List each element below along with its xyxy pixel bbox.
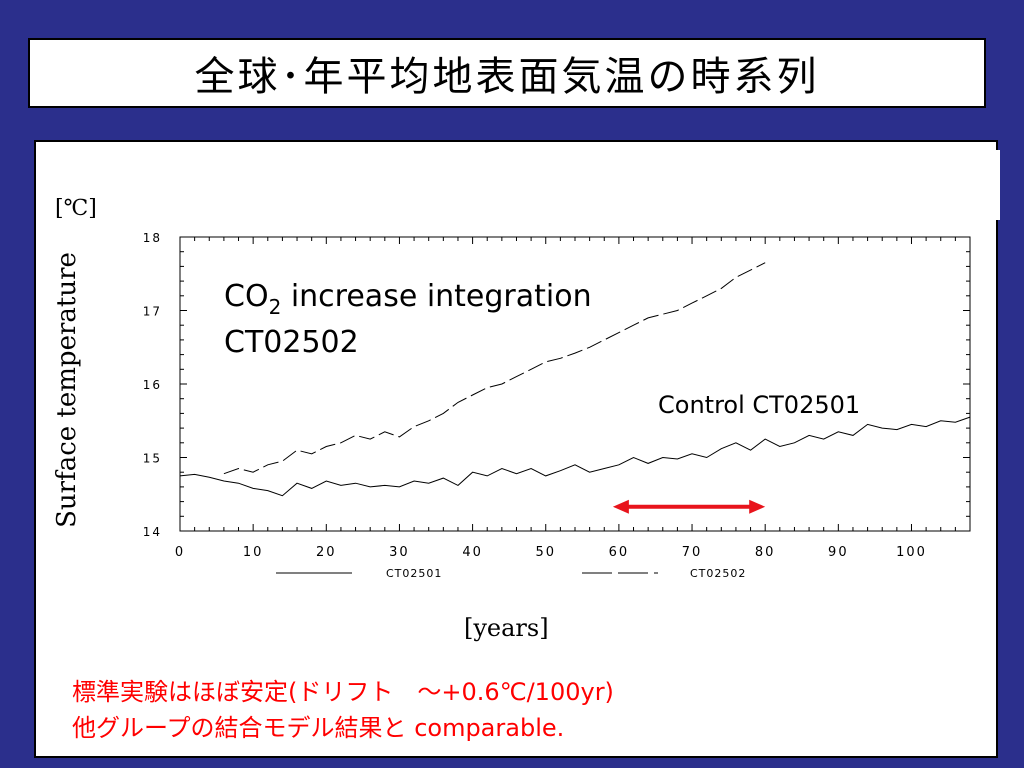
x-tick-label: 30 xyxy=(389,545,410,560)
legend-label-ct02501: CT02501 xyxy=(386,567,442,580)
drift-arrow-head-left xyxy=(612,499,629,514)
x-tick-label: 60 xyxy=(609,545,630,560)
slide-title: 全球･年平均地表面気温の時系列 xyxy=(194,54,820,100)
x-tick-label: 20 xyxy=(316,545,337,560)
y-tick-labels: 14 15 16 17 18 xyxy=(143,231,162,539)
y-tick-label: 15 xyxy=(143,452,162,466)
x-axis-label: [years] xyxy=(464,614,549,642)
title-box: 全球･年平均地表面気温の時系列 xyxy=(28,38,986,108)
y-tick-label: 17 xyxy=(143,305,162,319)
axis-ticks xyxy=(179,236,971,532)
x-tick-label: 90 xyxy=(828,545,849,560)
unit-label: [℃] xyxy=(55,196,97,221)
x-tick-label: 100 xyxy=(896,545,927,560)
note-line-2: 他グループの結合モデル結果と comparable. xyxy=(72,714,565,742)
y-tick-label: 14 xyxy=(143,525,162,539)
x-tick-label: 80 xyxy=(755,545,776,560)
co2-annotation-line2: CT02502 xyxy=(224,325,359,360)
series-line-ct02502 xyxy=(223,262,766,475)
x-tick-label: 40 xyxy=(462,545,483,560)
drift-arrow xyxy=(612,499,766,514)
x-tick-label: 0 xyxy=(175,545,185,560)
x-tick-label: 10 xyxy=(243,545,264,560)
x-tick-labels: 0 10 20 30 40 50 60 70 80 90 100 xyxy=(175,545,927,560)
x-tick-label: 50 xyxy=(535,545,556,560)
legend-label-ct02502: CT02502 xyxy=(690,567,746,580)
y-tick-label: 16 xyxy=(143,378,162,392)
series-lines xyxy=(179,262,971,497)
legend: CT02501 CT02502 xyxy=(276,567,746,580)
control-annotation: Control CT02501 xyxy=(658,391,860,419)
note-line-1: 標準実験はほぼ安定(ドリフト ～+0.6℃/100yr) xyxy=(72,678,614,706)
x-tick-label: 70 xyxy=(682,545,703,560)
panel-stripe xyxy=(994,150,1000,220)
series-line-ct02501 xyxy=(179,416,971,497)
co2-annotation-line1: CO2 increase integration xyxy=(224,279,592,319)
chart-panel xyxy=(34,140,998,758)
drift-arrow-head-right xyxy=(749,499,766,514)
y-tick-label: 18 xyxy=(143,231,162,245)
